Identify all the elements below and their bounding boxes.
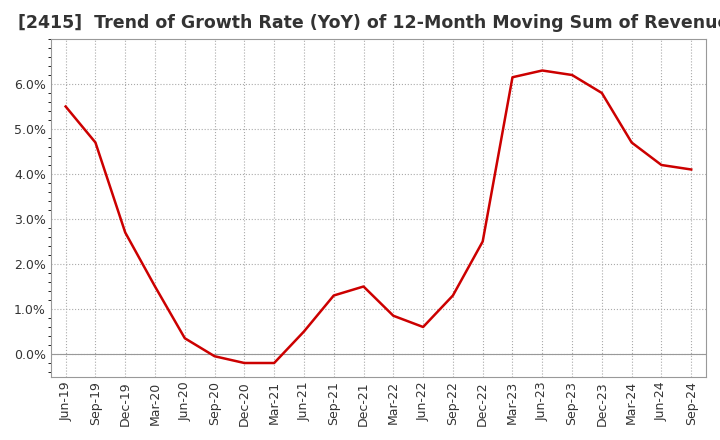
Title: [2415]  Trend of Growth Rate (YoY) of 12-Month Moving Sum of Revenues: [2415] Trend of Growth Rate (YoY) of 12-…	[17, 14, 720, 32]
